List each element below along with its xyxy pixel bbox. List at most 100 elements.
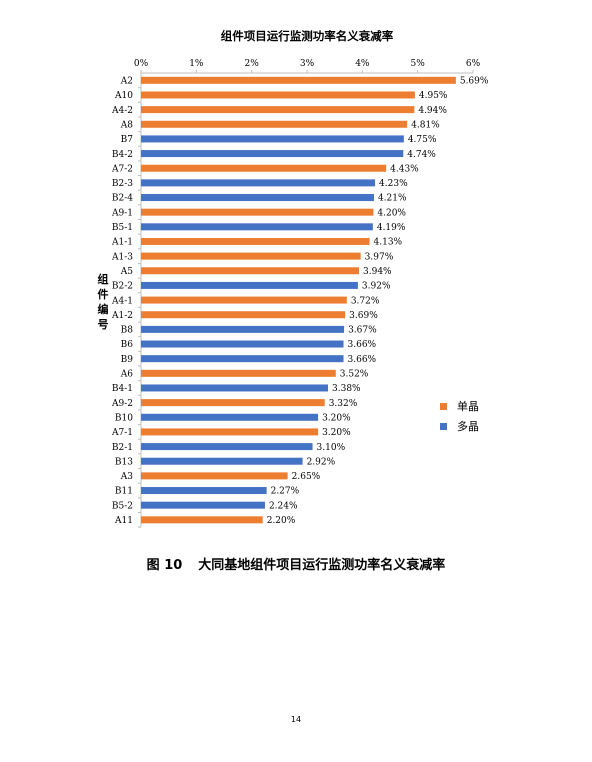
data-label: 3.66% — [348, 340, 377, 350]
x-tick-label: 1% — [189, 59, 204, 69]
data-label: 3.69% — [349, 311, 378, 321]
bar — [141, 208, 374, 216]
data-label: 3.67% — [348, 326, 377, 336]
bar — [141, 135, 404, 143]
data-label: 3.10% — [317, 443, 346, 453]
x-tick-label: 4% — [355, 59, 370, 69]
x-tick-label: 3% — [300, 59, 315, 69]
bar — [141, 443, 313, 451]
data-label: 4.13% — [374, 238, 403, 248]
y-tick-label: A5 — [120, 267, 133, 277]
bar — [141, 91, 415, 99]
y-tick-label: A7-2 — [111, 164, 133, 174]
bar — [141, 179, 376, 187]
legend: 单晶 多晶 — [440, 396, 479, 436]
data-label: 4.94% — [418, 106, 447, 116]
data-label: 3.66% — [348, 355, 377, 365]
y-tick-label: B4-1 — [112, 384, 133, 394]
bar — [141, 413, 319, 421]
data-label: 3.97% — [365, 252, 394, 262]
bar — [141, 355, 344, 363]
figure-caption: 图 10 大同基地组件项目运行监测功率名义衰减率 — [0, 554, 592, 573]
y-tick-label: B5-1 — [112, 223, 133, 233]
y-tick-label: A10 — [114, 91, 133, 101]
y-tick-label: A1-3 — [111, 252, 133, 262]
data-label: 3.94% — [363, 267, 392, 277]
data-label: 4.81% — [411, 120, 440, 130]
x-tick-label: 2% — [245, 59, 260, 69]
y-tick-label: B10 — [115, 413, 133, 423]
data-label: 2.65% — [292, 472, 321, 482]
y-tick-label: A6 — [120, 370, 133, 380]
data-label: 2.24% — [269, 501, 298, 511]
y-tick-label: A8 — [120, 120, 133, 130]
data-label: 3.20% — [322, 413, 351, 423]
bar — [141, 369, 336, 377]
bar — [141, 150, 404, 158]
figure-caption-text: 大同基地组件项目运行监测功率名义衰减率 — [198, 558, 446, 573]
y-tick-label: B9 — [121, 355, 134, 365]
bar — [141, 384, 329, 392]
bar — [141, 516, 263, 524]
data-label: 2.27% — [271, 487, 300, 497]
data-label: 3.52% — [340, 370, 369, 380]
y-tick-label: B7 — [121, 135, 134, 145]
data-label: 3.72% — [351, 296, 380, 306]
bar — [141, 501, 265, 509]
data-label: 4.74% — [407, 150, 436, 160]
legend-swatch-poly — [440, 422, 447, 430]
y-tick-label: B11 — [115, 487, 133, 497]
data-label: 4.19% — [377, 223, 406, 233]
bar — [141, 487, 267, 495]
figure-number: 图 10 — [146, 558, 183, 573]
y-tick-label: A3 — [120, 472, 133, 482]
data-label: 3.38% — [332, 384, 361, 394]
chart-title: 组件项目运行监测功率名义衰减率 — [220, 29, 394, 43]
bar-chart: 0% 1% 2% 3% 4% 5% 6% A2 5.69% A10 4.95% A4-2 4.94% A8… — [111, 59, 489, 528]
y-tick-label: A4-1 — [111, 296, 133, 306]
x-tick-label: 6% — [466, 59, 481, 69]
bar — [141, 296, 347, 304]
data-label: 4.20% — [377, 208, 406, 218]
data-label: 3.20% — [322, 428, 351, 438]
bar — [141, 428, 319, 436]
bar — [141, 223, 373, 231]
legend-item-poly: 多晶 — [440, 416, 479, 436]
legend-label-poly: 多晶 — [457, 420, 479, 433]
bar — [141, 399, 325, 407]
bar — [141, 76, 456, 84]
y-tick-label: B13 — [115, 457, 133, 467]
y-axis-label: 组件编号 — [97, 273, 109, 331]
data-label: 3.92% — [362, 282, 391, 292]
data-label: 4.23% — [379, 179, 408, 189]
y-tick-label: A9-2 — [111, 399, 133, 409]
y-tick-label: A7-1 — [111, 428, 133, 438]
bar — [141, 106, 415, 114]
data-label: 2.92% — [307, 457, 336, 467]
y-tick-label: A9-1 — [111, 208, 133, 218]
bar — [141, 120, 408, 128]
data-label: 4.75% — [408, 135, 437, 145]
y-tick-label: B6 — [121, 340, 134, 350]
bar — [141, 311, 346, 319]
data-label: 5.69% — [460, 77, 489, 87]
bar — [141, 237, 370, 245]
legend-label-mono: 单晶 — [457, 400, 479, 413]
legend-item-mono: 单晶 — [440, 396, 479, 416]
bar — [141, 267, 360, 275]
bar — [141, 252, 361, 260]
y-tick-label: A11 — [114, 516, 133, 526]
bar — [141, 194, 374, 202]
y-tick-label: B5-2 — [112, 501, 133, 511]
y-tick-label: A1-2 — [111, 311, 133, 321]
bar — [141, 457, 303, 465]
data-label: 2.20% — [267, 516, 296, 526]
y-tick-label: A1-1 — [111, 238, 133, 248]
data-label: 4.43% — [390, 164, 419, 174]
y-tick-label: B2-1 — [112, 443, 133, 453]
y-tick-label: A4-2 — [111, 106, 133, 116]
data-label: 4.95% — [419, 91, 448, 101]
bar — [141, 325, 345, 333]
bar — [141, 281, 358, 289]
bar — [141, 340, 344, 348]
